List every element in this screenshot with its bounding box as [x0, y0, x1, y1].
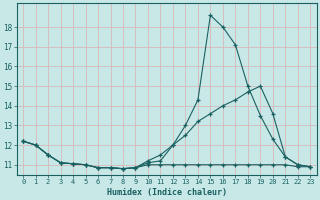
X-axis label: Humidex (Indice chaleur): Humidex (Indice chaleur) [107, 188, 227, 197]
